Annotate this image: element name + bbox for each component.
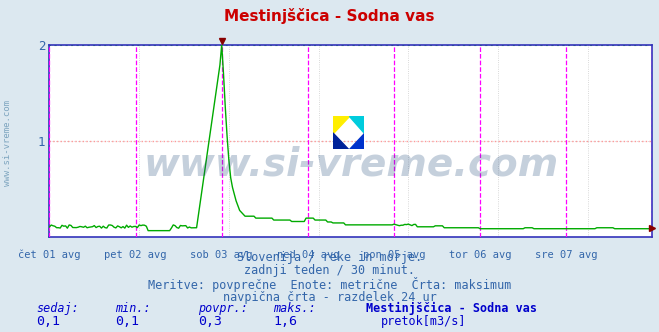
Text: 0,1: 0,1	[36, 315, 60, 328]
Polygon shape	[349, 133, 364, 149]
Polygon shape	[333, 116, 349, 133]
Text: sedaj:: sedaj:	[36, 302, 79, 315]
Text: 0,3: 0,3	[198, 315, 221, 328]
Text: Mestinjščica - Sodna vas: Mestinjščica - Sodna vas	[224, 8, 435, 24]
Text: tor 06 avg: tor 06 avg	[449, 250, 511, 260]
Text: 0,1: 0,1	[115, 315, 139, 328]
Text: maks.:: maks.:	[273, 302, 316, 315]
Text: povpr.:: povpr.:	[198, 302, 248, 315]
Text: Slovenija / reke in morje.: Slovenija / reke in morje.	[237, 251, 422, 264]
Text: Meritve: povprečne  Enote: metrične  Črta: maksimum: Meritve: povprečne Enote: metrične Črta:…	[148, 277, 511, 292]
Text: zadnji teden / 30 minut.: zadnji teden / 30 minut.	[244, 264, 415, 277]
Text: sre 07 avg: sre 07 avg	[535, 250, 598, 260]
Text: Mestinjščica - Sodna vas: Mestinjščica - Sodna vas	[366, 302, 536, 315]
Text: pretok[m3/s]: pretok[m3/s]	[381, 315, 467, 328]
Text: ned 04 avg: ned 04 avg	[277, 250, 339, 260]
Text: 1,6: 1,6	[273, 315, 297, 328]
Text: navpična črta - razdelek 24 ur: navpična črta - razdelek 24 ur	[223, 290, 436, 303]
Text: sob 03 avg: sob 03 avg	[190, 250, 253, 260]
Text: min.:: min.:	[115, 302, 151, 315]
Text: pon 05 avg: pon 05 avg	[362, 250, 425, 260]
Text: čet 01 avg: čet 01 avg	[18, 250, 80, 261]
Text: www.si-vreme.com: www.si-vreme.com	[3, 100, 13, 186]
Polygon shape	[333, 133, 349, 149]
Polygon shape	[349, 116, 364, 133]
Text: pet 02 avg: pet 02 avg	[104, 250, 167, 260]
Text: www.si-vreme.com: www.si-vreme.com	[143, 145, 559, 183]
